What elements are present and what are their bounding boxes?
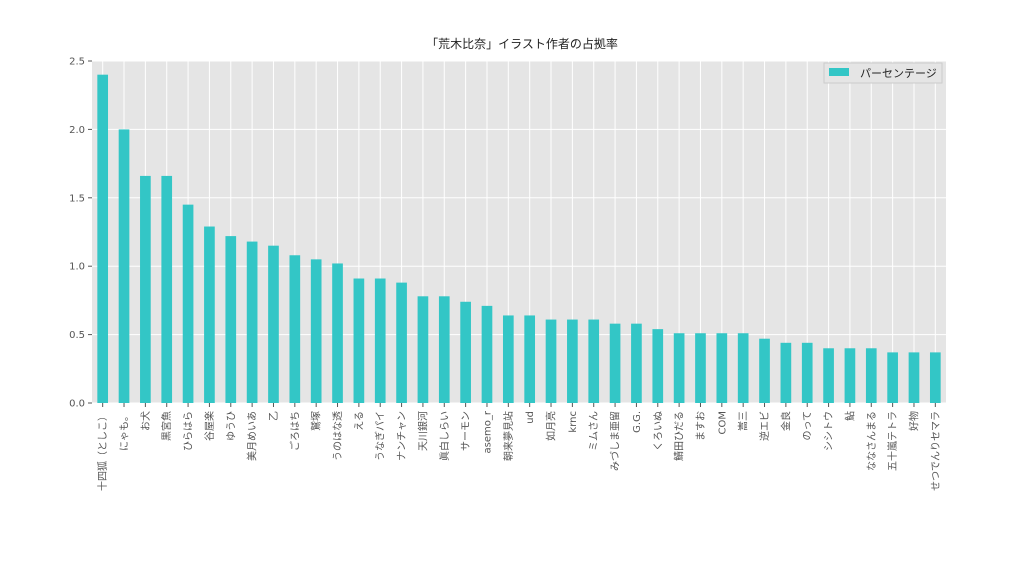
x-tick-label: 嵩三 [738, 411, 750, 431]
x-tick-label: 眞白しらい [438, 411, 451, 461]
bar [759, 338, 770, 403]
bar [332, 263, 343, 403]
bar [310, 259, 322, 403]
legend-swatch [829, 68, 849, 76]
legend-box [823, 62, 943, 84]
x-axis-ticks: 十四狐（としこ） にゃも。 お犬 黒宮魚 ひらはら 谷屋楽 ゆうひ 美月めいあ乙ごろはち 鷲塚う… [96, 403, 942, 491]
bar [737, 333, 749, 403]
bar [865, 348, 877, 403]
bar [609, 323, 621, 403]
bar [567, 319, 578, 403]
bar [545, 319, 557, 403]
y-tick-label: 1.0 [69, 262, 85, 273]
y-tick-label: 0.0 [69, 399, 85, 410]
x-tick-label: 好物 [907, 411, 920, 431]
x-tick-label: 黒宮魚 [160, 411, 173, 441]
plot-area [92, 61, 946, 403]
bar [652, 329, 664, 403]
x-tick-label: ひらはら [183, 411, 195, 451]
x-tick-label: ナンチャン [396, 411, 408, 461]
bar [673, 333, 685, 403]
x-tick-label: える [353, 411, 365, 431]
bar [268, 245, 279, 403]
x-tick-label: みづしま亜留 [609, 411, 622, 471]
x-tick-label: くろいぬ [652, 411, 664, 451]
bar [502, 315, 514, 403]
x-tick-label: ななさんまる [866, 411, 878, 471]
x-tick-label: サーモン [460, 411, 472, 451]
bar [161, 175, 173, 403]
bar [289, 255, 301, 403]
y-tick-label: 2.0 [69, 125, 85, 136]
x-tick-label: 如月亮 [545, 411, 558, 441]
x-tick-label: 朝来夢見站 [502, 411, 515, 461]
x-tick-label: 逆エビ [758, 411, 771, 441]
y-tick-label: 0.5 [69, 330, 85, 341]
y-axis-ticks: 0.0 0.5 1.0 1.5 2.0 2.5 [69, 57, 92, 410]
x-tick-label: のって [803, 411, 814, 441]
bar [588, 319, 600, 403]
x-tick-label: 五十嵐テトラ [886, 411, 899, 471]
x-tick-label: ますお [695, 411, 707, 441]
bar [417, 296, 429, 403]
bar [481, 305, 493, 403]
bars [97, 74, 941, 404]
legend: パーセンテージ [823, 62, 943, 84]
x-tick-label: 鷲塚 [310, 411, 323, 431]
bar [118, 129, 130, 403]
bar [204, 226, 215, 403]
bar [353, 278, 365, 403]
bar [225, 236, 237, 403]
bar [140, 175, 151, 403]
x-tick-label: 美月めいあ [246, 411, 259, 461]
bar [887, 352, 898, 403]
chart-title: 「荒木比奈」イラスト作者の占拠率 [426, 36, 618, 51]
bar [780, 342, 792, 403]
bar [695, 333, 706, 403]
x-tick-label: COM [717, 411, 728, 434]
x-tick-label: ミムさん [588, 411, 600, 451]
bar [844, 348, 856, 403]
x-tick-label: ud [525, 411, 536, 424]
bar [438, 296, 450, 403]
x-tick-label: うなぎパイ [374, 411, 387, 461]
x-tick-label: 鯖田ひだる [673, 411, 686, 461]
bar [823, 348, 834, 403]
bar [246, 241, 258, 403]
x-tick-label: うのはな透 [332, 411, 344, 461]
x-tick-label: G.G. [632, 411, 643, 433]
x-tick-label: krnc [568, 411, 579, 433]
bar [374, 278, 386, 403]
legend-label: パーセンテージ [860, 67, 937, 80]
y-tick-label: 2.5 [69, 57, 85, 68]
x-tick-label: 谷屋楽 [203, 411, 216, 441]
x-tick-label: 十四狐（としこ） [96, 411, 109, 491]
bar [182, 204, 194, 403]
bar [524, 315, 536, 403]
x-tick-label: 金良 [779, 411, 792, 431]
x-tick-label: 乙 [268, 411, 280, 421]
bar [396, 282, 407, 403]
bar [460, 301, 471, 403]
bar [97, 74, 109, 404]
bar [801, 342, 813, 403]
bar [929, 352, 941, 403]
x-tick-label: お犬 [139, 411, 152, 431]
x-tick-label: 鮎 [843, 411, 856, 421]
x-tick-label: ごろはち [288, 411, 301, 451]
x-tick-label: にゃも。 [119, 411, 131, 451]
bar [908, 352, 920, 403]
x-tick-label: asemo_r [482, 410, 493, 453]
bar [631, 323, 642, 403]
y-tick-label: 1.5 [69, 193, 85, 204]
x-tick-label: 天川銀河 [416, 411, 429, 451]
x-tick-label: ゆうひ [225, 411, 237, 441]
x-tick-label: せつでんりセマラ [930, 411, 942, 491]
x-tick-label: シシトウ [823, 411, 835, 451]
bar [716, 333, 728, 403]
